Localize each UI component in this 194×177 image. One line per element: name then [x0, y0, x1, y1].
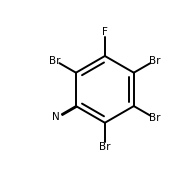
Text: Br: Br	[99, 142, 111, 152]
Text: F: F	[102, 27, 108, 37]
Text: Br: Br	[49, 56, 61, 65]
Text: N: N	[52, 112, 60, 122]
Text: Br: Br	[149, 113, 161, 123]
Text: Br: Br	[149, 56, 161, 65]
